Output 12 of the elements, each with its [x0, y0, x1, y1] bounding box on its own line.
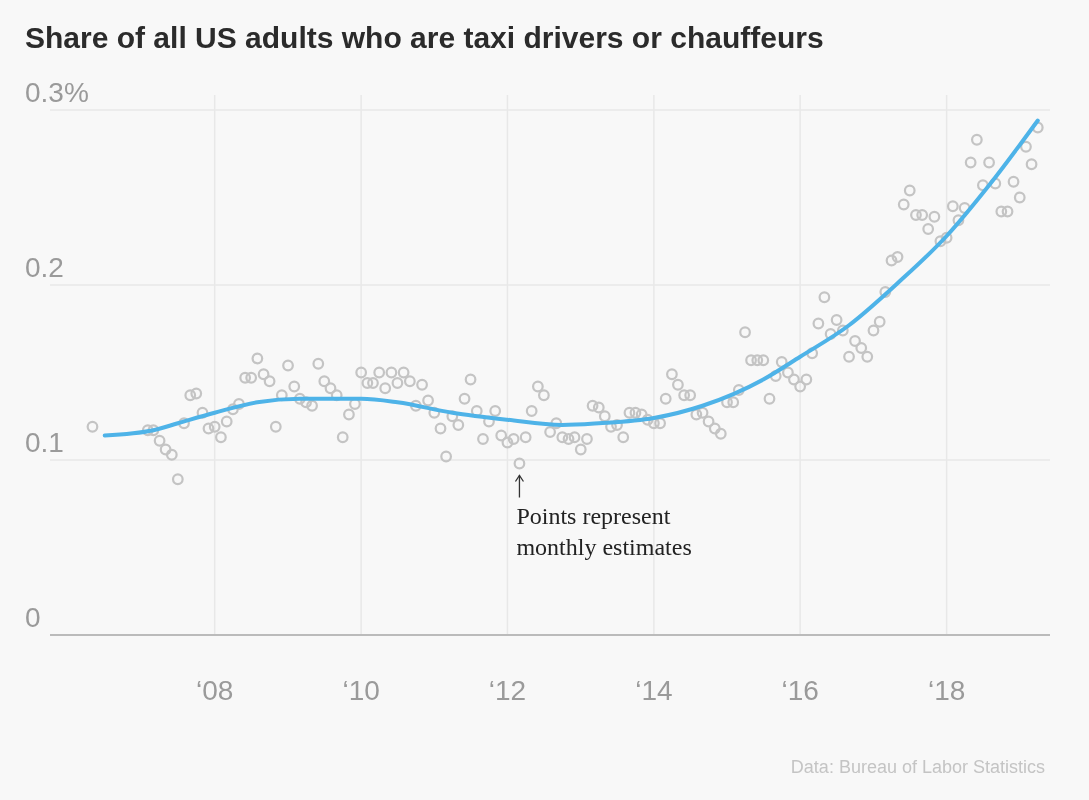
x-tick-label: ‘10 — [342, 675, 380, 706]
annotation: Points represent monthly estimates — [516, 502, 692, 560]
chart-title: Share of all US adults who are taxi drivers or chauffeurs — [25, 21, 824, 54]
x-tick-label: ‘16 — [781, 675, 819, 706]
y-tick-label: 0.3% — [25, 77, 89, 108]
y-tick-label: 0.2 — [25, 252, 64, 283]
x-tick-label: ‘14 — [635, 675, 673, 706]
x-tick-label: ‘12 — [488, 675, 527, 706]
x-tick-label: ‘18 — [927, 675, 966, 706]
x-tick-label: ‘08 — [196, 675, 234, 706]
y-tick-label: 0 — [25, 602, 41, 633]
y-tick-label: 0.1 — [25, 427, 64, 458]
